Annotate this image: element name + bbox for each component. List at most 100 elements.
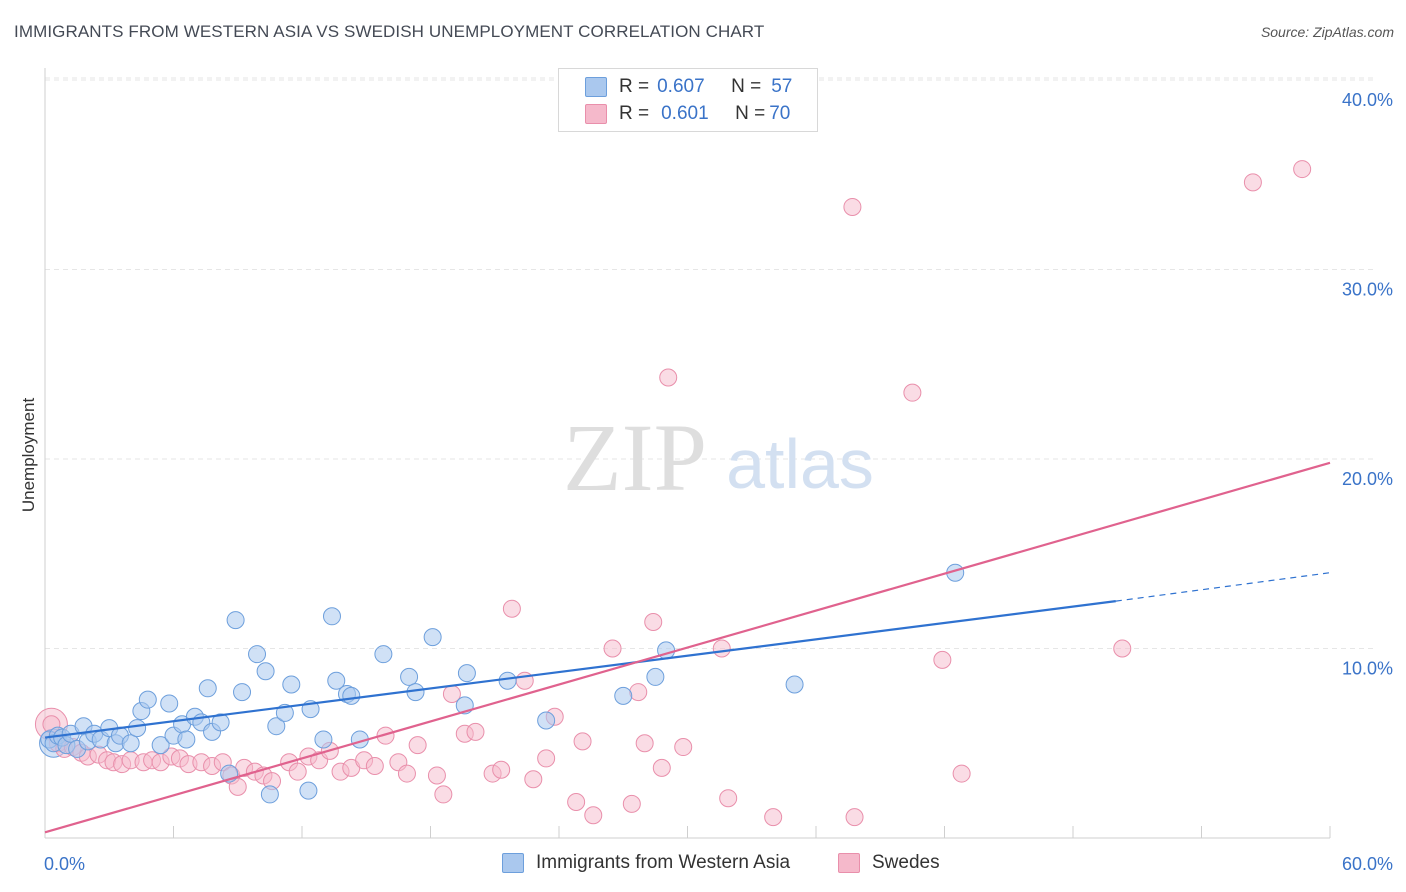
correlation-legend: R = 0.607 N = 57 R = 0.601 N = 70: [558, 68, 818, 132]
data-point-western-asia: [785, 675, 804, 694]
data-points: [34, 160, 1312, 827]
data-point-western-asia: [423, 628, 442, 647]
data-point-swedes: [843, 197, 862, 216]
data-point-swedes: [397, 764, 416, 783]
data-point-western-asia: [260, 785, 279, 804]
x-tick-label: 60.0%: [1342, 854, 1393, 874]
data-point-western-asia: [177, 730, 196, 749]
data-point-western-asia: [614, 686, 633, 705]
data-point-western-asia: [138, 690, 157, 709]
data-point-swedes: [228, 777, 247, 796]
legend-r-value: 0.607: [657, 76, 705, 97]
data-point-western-asia: [151, 736, 170, 755]
series-label-pink: Swedes: [872, 852, 940, 873]
data-point-swedes: [365, 756, 384, 775]
data-point-western-asia: [248, 645, 267, 664]
data-point-western-asia: [256, 662, 275, 681]
legend-swatch-pink: [585, 104, 607, 124]
data-point-swedes: [524, 770, 543, 789]
data-point-western-asia: [226, 611, 245, 630]
data-point-swedes: [622, 794, 641, 813]
y-tick-label: 30.0%: [1342, 280, 1393, 300]
data-point-western-asia: [457, 664, 476, 683]
grid-lines: [45, 77, 1375, 649]
data-point-swedes: [567, 792, 586, 811]
data-point-western-asia: [198, 679, 217, 698]
data-point-western-asia: [400, 667, 419, 686]
data-point-western-asia: [128, 719, 147, 738]
y-tick-label: 10.0%: [1342, 659, 1393, 679]
legend-r-label: R =: [619, 76, 650, 97]
trend-line-western-asia-extension: [1115, 572, 1331, 602]
data-point-swedes: [1243, 173, 1262, 192]
legend-n-value: 57: [771, 76, 793, 97]
data-point-swedes: [635, 734, 654, 753]
data-point-swedes: [764, 808, 783, 827]
data-point-swedes: [1113, 639, 1132, 658]
data-point-swedes: [644, 612, 663, 631]
watermark-atlas: atlas: [726, 425, 874, 503]
data-point-western-asia: [342, 686, 361, 705]
data-point-swedes: [674, 738, 693, 757]
data-point-western-asia: [537, 711, 556, 730]
data-point-swedes: [408, 736, 427, 755]
series-legend-pink[interactable]: Swedes: [838, 852, 940, 874]
data-point-swedes: [659, 368, 678, 387]
data-point-western-asia: [275, 703, 294, 722]
data-point-swedes: [502, 599, 521, 618]
legend-r-label: R =: [619, 103, 650, 124]
watermark-zip: ZIP: [563, 404, 707, 511]
series-swatch-pink: [838, 853, 860, 873]
data-point-swedes: [712, 639, 731, 658]
tick-labels: 10.0% 20.0% 30.0% 40.0% 0.0% 60.0%: [44, 90, 1393, 874]
legend-r-value: 0.601: [661, 103, 709, 124]
legend-n-label: N =: [731, 76, 762, 97]
y-tick-label: 20.0%: [1342, 469, 1393, 489]
trend-line-swedes: [44, 461, 1331, 834]
series-legend: Immigrants from Western Asia Swedes: [0, 852, 1406, 878]
data-point-swedes: [629, 683, 648, 702]
chart-title: IMMIGRANTS FROM WESTERN ASIA VS SWEDISH …: [14, 22, 765, 41]
data-point-swedes: [952, 764, 971, 783]
y-tick-label: 40.0%: [1342, 90, 1393, 110]
data-point-western-asia: [282, 675, 301, 694]
data-point-western-asia: [299, 781, 318, 800]
data-point-western-asia: [646, 667, 665, 686]
legend-row-pink: R = 0.601 N = 70: [585, 102, 790, 126]
data-point-western-asia: [498, 671, 517, 690]
data-point-western-asia: [374, 645, 393, 664]
data-point-western-asia: [211, 713, 230, 732]
data-point-swedes: [933, 650, 952, 669]
data-point-swedes: [584, 806, 603, 825]
data-point-swedes: [376, 726, 395, 745]
data-point-swedes: [719, 789, 738, 808]
data-point-swedes: [652, 758, 671, 777]
data-point-swedes: [603, 639, 622, 658]
x-tick-label: 0.0%: [44, 854, 85, 874]
data-point-western-asia: [327, 671, 346, 690]
data-point-western-asia: [314, 730, 333, 749]
series-label-blue: Immigrants from Western Asia: [536, 852, 791, 873]
data-point-swedes: [537, 749, 556, 768]
series-legend-blue[interactable]: Immigrants from Western Asia: [502, 852, 790, 874]
data-point-swedes: [288, 762, 307, 781]
data-point-western-asia: [233, 683, 252, 702]
data-point-swedes: [1293, 160, 1312, 179]
chart-source: Source: ZipAtlas.com: [1260, 24, 1394, 40]
legend-swatch-blue: [585, 77, 607, 97]
trend-line-western-asia: [44, 600, 1116, 739]
data-point-swedes: [845, 808, 864, 827]
data-point-western-asia: [160, 694, 179, 713]
data-point-swedes: [427, 766, 446, 785]
series-swatch-blue: [502, 853, 524, 873]
y-axis-label: Unemployment: [19, 398, 38, 513]
data-point-swedes: [492, 760, 511, 779]
legend-n-label: N =: [735, 103, 766, 124]
data-point-swedes: [434, 785, 453, 804]
data-point-swedes: [466, 722, 485, 741]
trend-lines: [44, 461, 1331, 834]
data-point-swedes: [903, 383, 922, 402]
legend-n-value: 70: [769, 103, 791, 124]
legend-row-blue: R = 0.607 N = 57: [585, 75, 792, 99]
